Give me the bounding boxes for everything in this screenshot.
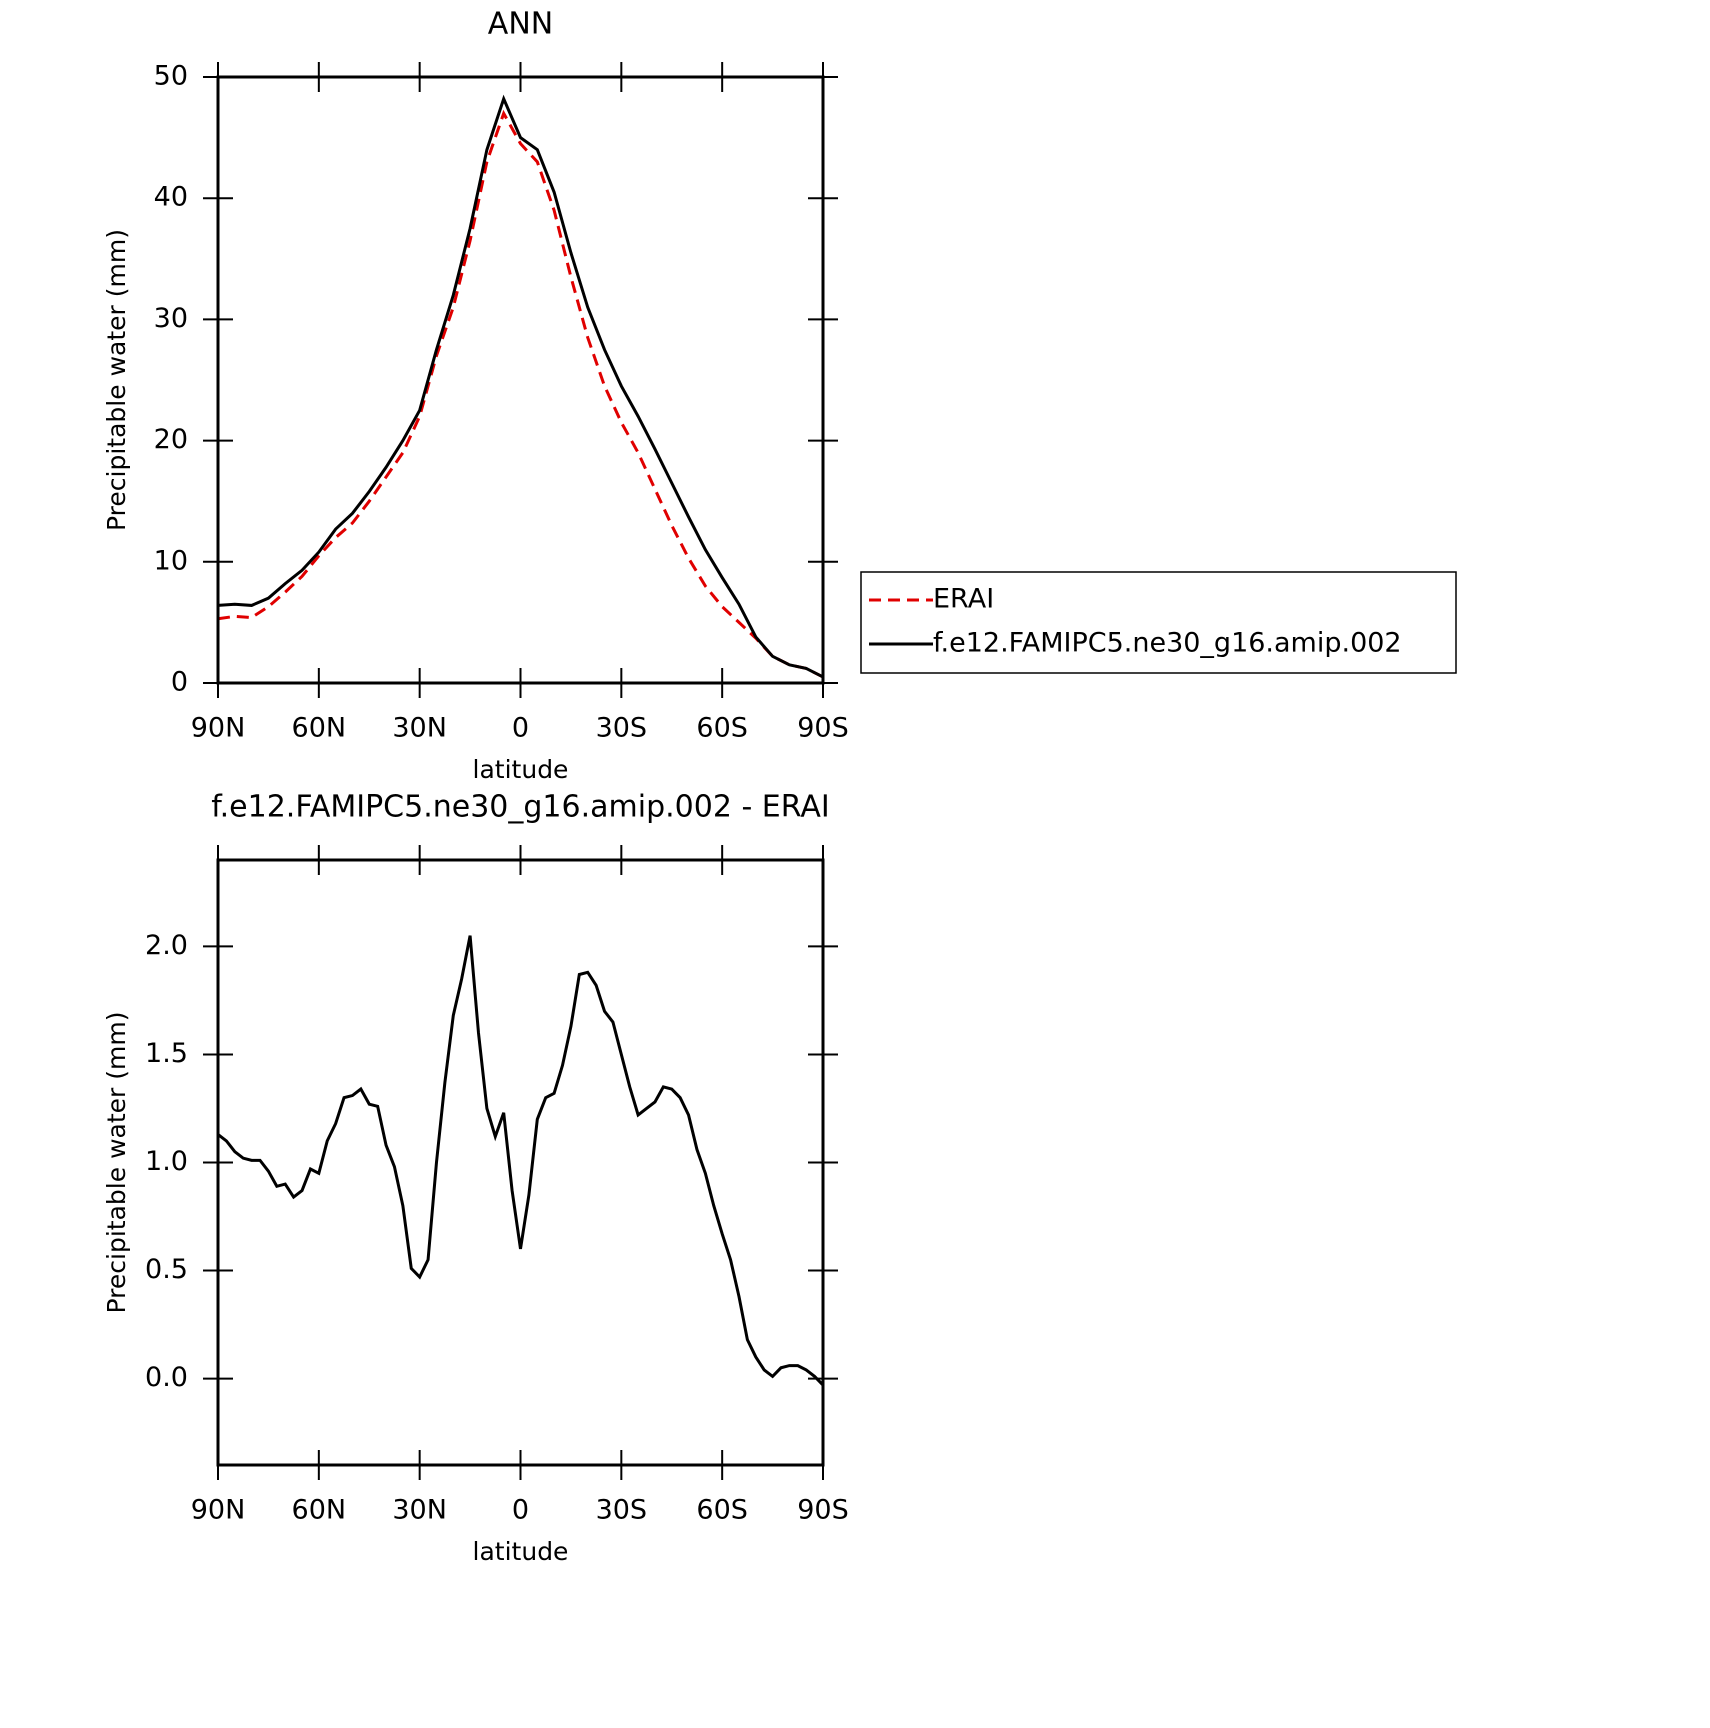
plot-frame bbox=[216, 858, 825, 1467]
x-tick-label: 30S bbox=[596, 713, 648, 744]
y-tick-label: 20 bbox=[154, 424, 188, 455]
chart-title: ANN bbox=[488, 7, 553, 42]
y-tick-label: 2.0 bbox=[145, 930, 188, 961]
x-axis-label: latitude bbox=[473, 1537, 569, 1566]
y-tick-label: 0.0 bbox=[145, 1362, 188, 1393]
y-tick-label: 10 bbox=[154, 545, 188, 576]
x-tick-label: 30N bbox=[392, 713, 447, 744]
x-tick-label: 90N bbox=[191, 1495, 246, 1526]
plot-frame bbox=[216, 75, 825, 685]
x-axis-label: latitude bbox=[473, 755, 569, 784]
y-axis-label: Precipitable water (mm) bbox=[102, 229, 131, 531]
x-tick-label: 0 bbox=[512, 1495, 529, 1526]
data-line bbox=[217, 94, 824, 679]
y-tick-label: 1.5 bbox=[145, 1038, 188, 1069]
y-tick-label: 1.0 bbox=[145, 1146, 188, 1177]
y-axis-label: Precipitable water (mm) bbox=[102, 1012, 131, 1314]
y-tick-label: 50 bbox=[154, 61, 188, 92]
panel: f.e12.FAMIPC5.ne30_g16.amip.002 - ERAI la… bbox=[102, 790, 849, 1567]
data-line bbox=[217, 109, 824, 679]
y-tick-label: 30 bbox=[154, 303, 188, 334]
panel: ANN latitude Precipitable water (mm) 0 10 20 3… bbox=[102, 7, 1457, 784]
x-tick-label: 60N bbox=[292, 1495, 347, 1526]
x-tick-label: 0 bbox=[512, 713, 529, 744]
chart-title: f.e12.FAMIPC5.ne30_g16.amip.002 - ERAI bbox=[211, 790, 830, 825]
data-line bbox=[217, 935, 825, 1387]
y-tick-label: 0 bbox=[171, 667, 188, 698]
x-tick-label: 90N bbox=[191, 713, 246, 744]
x-tick-label: 60S bbox=[696, 1495, 748, 1526]
x-tick-label: 90S bbox=[797, 1495, 849, 1526]
y-tick-label: 0.5 bbox=[145, 1254, 188, 1285]
y-tick-label: 40 bbox=[154, 182, 188, 213]
x-tick-label: 60S bbox=[696, 713, 748, 744]
legend-label: ERAI bbox=[933, 584, 994, 615]
x-tick-label: 60N bbox=[292, 713, 347, 744]
x-tick-label: 30N bbox=[392, 1495, 447, 1526]
x-tick-label: 30S bbox=[596, 1495, 648, 1526]
x-tick-label: 90S bbox=[797, 713, 849, 744]
legend-label: f.e12.FAMIPC5.ne30_g16.amip.002 bbox=[933, 628, 1402, 659]
legend-box bbox=[860, 571, 1457, 674]
